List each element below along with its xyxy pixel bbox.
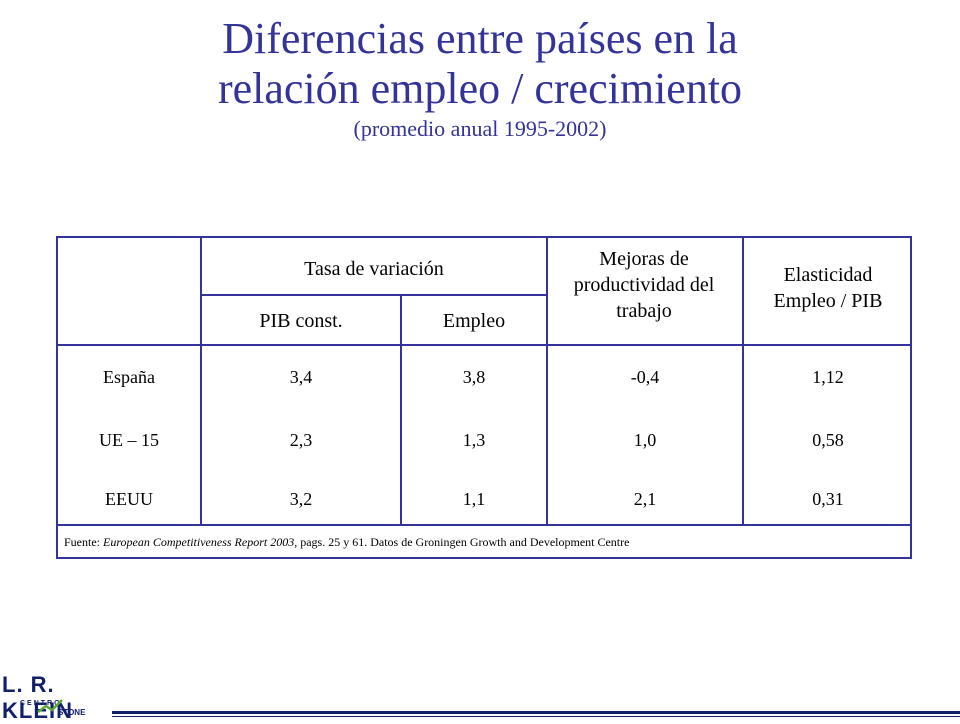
table-divider bbox=[58, 524, 910, 526]
logo-centro: CENTRO bbox=[20, 700, 62, 707]
slide-title: Diferencias entre países en la relación … bbox=[0, 14, 960, 142]
table-cell: 2,1 bbox=[633, 489, 657, 509]
footnote-prefix: Fuente: bbox=[64, 535, 103, 549]
table-cell: 3,4 bbox=[289, 367, 313, 387]
table-cell: 1,12 bbox=[812, 367, 844, 387]
footnote-source: European Competitiveness Report 2003 bbox=[103, 535, 295, 549]
row-label-eeuu: EEUU bbox=[105, 489, 153, 509]
table-cell: 3,8 bbox=[462, 367, 486, 387]
logo-stone: STONE bbox=[58, 708, 86, 717]
table-cell: 1,0 bbox=[633, 430, 657, 450]
data-table: Tasa de variación PIB const. Empleo Mejo… bbox=[56, 236, 912, 559]
row-label-ue15: UE – 15 bbox=[99, 430, 159, 450]
title-subtitle: (promedio anual 1995-2002) bbox=[353, 116, 607, 141]
table-divider bbox=[200, 238, 202, 524]
header-productividad: Mejoras de productividad del trabajo bbox=[573, 248, 715, 322]
footnote-suffix: , pags. 25 y 61. Datos de Groningen Grow… bbox=[294, 535, 630, 549]
footer-rule bbox=[112, 711, 960, 714]
header-pib-const: PIB const. bbox=[259, 310, 343, 332]
table-divider bbox=[200, 294, 546, 296]
header-elasticidad: Elasticidad Empleo / PIB bbox=[773, 264, 883, 312]
title-line-1: Diferencias entre países en la bbox=[222, 14, 738, 63]
table-divider bbox=[742, 238, 744, 524]
header-tasa-variacion: Tasa de variación bbox=[304, 258, 444, 280]
table-cell: 0,58 bbox=[812, 430, 844, 450]
table-cell: 1,1 bbox=[462, 489, 486, 509]
table-cell: 3,2 bbox=[289, 489, 313, 509]
table-cell: 1,3 bbox=[462, 430, 486, 450]
table-divider bbox=[546, 238, 548, 524]
row-label-espana: España bbox=[103, 367, 155, 387]
table-divider bbox=[400, 296, 402, 524]
title-line-2: relación empleo / crecimiento bbox=[217, 64, 743, 113]
table-footnote: Fuente: European Competitiveness Report … bbox=[64, 534, 629, 550]
klein-logo: L. R. KLEIN CENTRO STONE bbox=[0, 672, 120, 723]
table-cell: -0,4 bbox=[630, 367, 660, 387]
table-divider bbox=[58, 344, 910, 346]
footer-rule-thin bbox=[112, 716, 960, 717]
logo-swoosh-icon bbox=[37, 699, 63, 713]
table-cell: 2,3 bbox=[289, 430, 313, 450]
table-cell: 0,31 bbox=[812, 489, 844, 509]
header-empleo: Empleo bbox=[442, 310, 506, 332]
